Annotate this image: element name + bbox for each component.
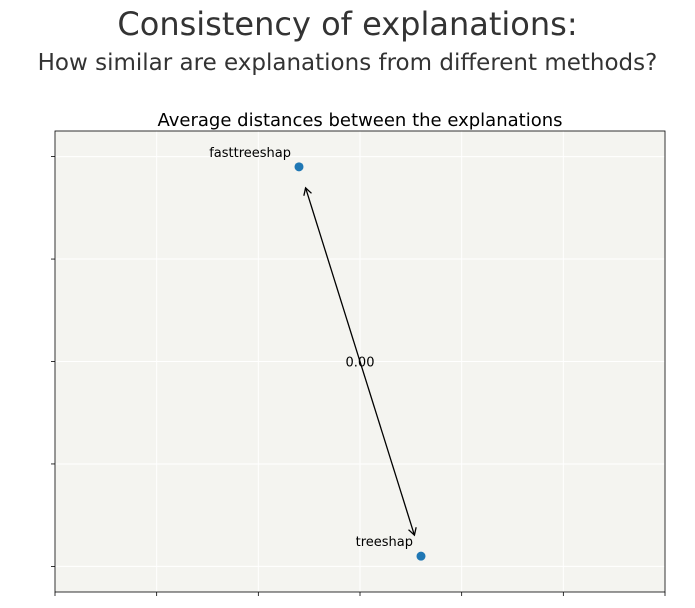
figure-title: Consistency of explanations: (117, 5, 578, 43)
figure-subtitle: How similar are explanations from differ… (37, 50, 658, 76)
data-point (416, 551, 426, 561)
distance-arrow (303, 186, 417, 537)
chart-title: Average distances between the explanatio… (157, 110, 563, 131)
point-label: fasttreeshap (209, 146, 291, 161)
data-point (294, 162, 304, 172)
distance-label: 0.00 (346, 356, 375, 371)
point-label: treeshap (356, 535, 413, 550)
